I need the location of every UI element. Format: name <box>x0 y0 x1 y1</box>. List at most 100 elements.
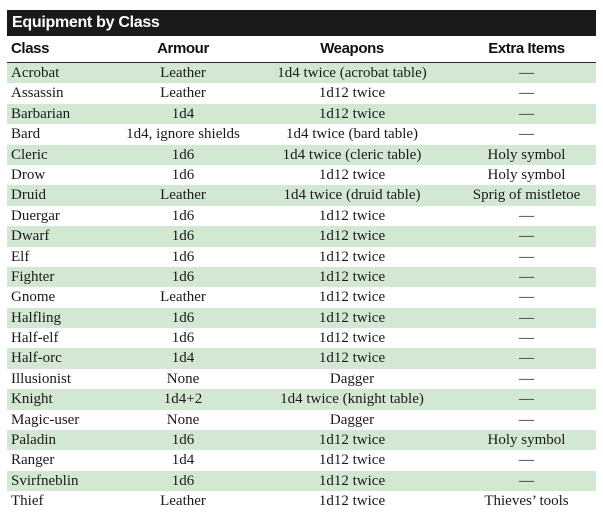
cell-class: Assassin <box>11 85 64 102</box>
cell-armour: 1d6 <box>171 248 195 265</box>
cell-weapons: 1d12 twice <box>318 105 386 122</box>
cell-extra-items: — <box>519 248 534 265</box>
cell-armour: 1d4, ignore shields <box>126 126 240 143</box>
cell-class: Elf <box>11 248 30 265</box>
cell-class: Acrobat <box>11 65 60 81</box>
cell-class: Dwarf <box>11 228 50 245</box>
cell-class: Barbarian <box>11 105 71 122</box>
cell-armour: Leather <box>160 187 206 204</box>
cell-weapons: 1d4 twice (bard table) <box>285 126 419 143</box>
cell-armour: 1d6 <box>171 432 195 449</box>
cell-weapons: 1d12 twice <box>318 493 386 510</box>
cell-armour: 1d6 <box>171 268 195 285</box>
header-row: Class Armour Weapons Extra Items <box>7 36 596 63</box>
cell-class: Knight <box>11 391 53 408</box>
cell-extra-items: Sprig of mistletoe <box>472 187 581 204</box>
cell-armour: 1d6 <box>171 330 195 347</box>
cell-extra-items: — <box>519 289 534 306</box>
cell-extra-items: — <box>519 350 534 367</box>
cell-armour: 1d4 <box>171 105 195 122</box>
table-row: Fighter 1d6 1d12 twice — <box>7 266 596 288</box>
cell-weapons: Dagger <box>329 370 375 387</box>
cell-extra-items: Holy symbol <box>487 432 566 449</box>
table-row: Thief Leather 1d12 twice Thieves’ tools <box>7 491 596 511</box>
table-row: Paladin 1d6 1d12 twice Holy symbol <box>7 430 596 451</box>
cell-extra-items: — <box>519 330 534 347</box>
cell-extra-items: — <box>519 391 534 408</box>
cell-extra-items: — <box>519 126 534 143</box>
table-row: Ranger 1d4 1d12 twice — <box>7 450 596 470</box>
cell-extra-items: — <box>519 309 534 326</box>
cell-weapons: 1d12 twice <box>318 166 386 183</box>
table-row: Assassin Leather 1d12 twice — <box>7 83 596 103</box>
cell-class: Cleric <box>11 146 48 163</box>
cell-weapons: 1d12 twice <box>318 432 386 449</box>
cell-extra-items: — <box>519 452 534 469</box>
cell-armour: Leather <box>160 493 206 510</box>
table-row: Duergar 1d6 1d12 twice — <box>7 206 596 226</box>
table-row: Half-elf 1d6 1d12 twice — <box>7 328 596 348</box>
table-row: Knight 1d4+2 1d4 twice (knight table) — <box>7 389 596 410</box>
cell-extra-items: — <box>519 65 534 81</box>
cell-armour: 1d4 <box>171 350 195 367</box>
cell-armour: Leather <box>160 65 206 81</box>
cell-class: Half-elf <box>11 330 59 347</box>
header-weapons: Weapons <box>320 40 384 57</box>
cell-weapons: Dagger <box>329 411 375 428</box>
cell-extra-items: Holy symbol <box>487 146 566 163</box>
cell-weapons: 1d12 twice <box>318 330 386 347</box>
table-row: Druid Leather 1d4 twice (druid table) Sp… <box>7 185 596 206</box>
cell-armour: None <box>166 370 200 387</box>
cell-extra-items: — <box>519 370 534 387</box>
cell-extra-items: — <box>519 228 534 245</box>
cell-armour: 1d4 <box>171 452 195 469</box>
table-row: Svirfneblin 1d6 1d12 twice — <box>7 470 596 492</box>
cell-extra-items: — <box>519 207 534 224</box>
cell-extra-items: Holy symbol <box>487 166 566 183</box>
table-row: Magic-user None Dagger — <box>7 410 596 430</box>
cell-class: Druid <box>11 187 46 204</box>
table-row: Half-orc 1d4 1d12 twice — <box>7 348 596 369</box>
cell-weapons: 1d12 twice <box>318 472 386 489</box>
header-armour: Armour <box>157 40 209 57</box>
cell-class: Halfling <box>11 309 61 326</box>
cell-extra-items: — <box>519 472 534 489</box>
cell-weapons: 1d12 twice <box>318 248 386 265</box>
header-extra-items: Extra Items <box>488 40 565 57</box>
cell-weapons: 1d4 twice (druid table) <box>283 187 421 204</box>
cell-weapons: 1d4 twice (acrobat table) <box>277 65 427 81</box>
cell-extra-items: — <box>519 85 534 102</box>
cell-class: Fighter <box>11 268 55 285</box>
table-row: Illusionist None Dagger — <box>7 369 596 389</box>
cell-armour: Leather <box>160 85 206 102</box>
table-row: Bard 1d4, ignore shields 1d4 twice (bard… <box>7 124 596 144</box>
cell-class: Paladin <box>11 432 56 449</box>
cell-class: Drow <box>11 166 46 183</box>
cell-class: Duergar <box>11 207 60 224</box>
table-row: Acrobat Leather 1d4 twice (acrobat table… <box>7 63 596 84</box>
cell-class: Bard <box>11 126 41 143</box>
table-row: Cleric 1d6 1d4 twice (cleric table) Holy… <box>7 144 596 165</box>
cell-extra-items: — <box>519 105 534 122</box>
cell-armour: 1d6 <box>171 166 195 183</box>
cell-extra-items: — <box>519 268 534 285</box>
table-row: Drow 1d6 1d12 twice Holy symbol <box>7 165 596 185</box>
cell-weapons: 1d12 twice <box>318 85 386 102</box>
cell-class: Magic-user <box>11 411 80 428</box>
table-row: Gnome Leather 1d12 twice — <box>7 287 596 307</box>
cell-armour: 1d6 <box>171 146 195 163</box>
cell-armour: Leather <box>160 289 206 306</box>
header-class: Class <box>11 40 50 57</box>
cell-class: Svirfneblin <box>11 472 79 489</box>
table-row: Halfling 1d6 1d12 twice — <box>7 307 596 329</box>
cell-weapons: 1d4 twice (knight table) <box>280 391 424 408</box>
cell-weapons: 1d12 twice <box>318 309 386 326</box>
cell-class: Illusionist <box>11 370 72 387</box>
cell-extra-items: Thieves’ tools <box>484 493 569 510</box>
cell-armour: None <box>166 411 200 428</box>
cell-class: Gnome <box>11 289 56 306</box>
cell-weapons: 1d12 twice <box>318 268 386 285</box>
cell-armour: 1d4+2 <box>163 391 203 408</box>
cell-extra-items: — <box>519 411 534 428</box>
equipment-table: Equipment by Class Class Armour Weapons … <box>7 10 596 512</box>
